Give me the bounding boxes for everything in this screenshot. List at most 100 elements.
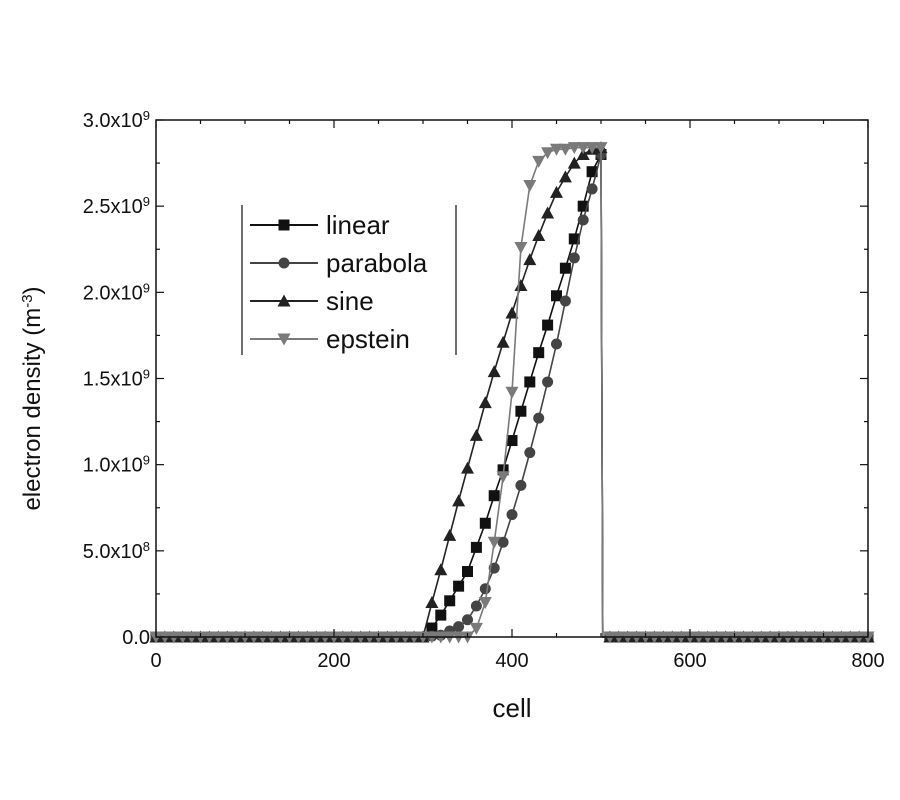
y-tick-label: 5.0x108 [83, 538, 150, 563]
x-tick-label: 800 [851, 650, 884, 672]
data-point-parabola [462, 614, 473, 626]
data-point-sine [461, 461, 474, 474]
ticks-layer: 0 200 400 600 800 0.0 5.0x108 1.0x109 1.5x109 2.0… [83, 108, 885, 673]
data-point-linear [524, 376, 536, 388]
data-point-linear [577, 200, 589, 212]
data-point-linear [462, 566, 473, 578]
data-point-sine [532, 228, 546, 241]
data-point-linear [470, 541, 482, 553]
data-point-sine [469, 428, 483, 441]
legend-label: sine [326, 286, 374, 316]
data-point-linear [542, 319, 554, 331]
legend-item-linear: linear [250, 210, 390, 240]
series-line-parabola [156, 154, 868, 638]
data-point-sine [425, 596, 439, 609]
data-point-epstein [496, 471, 510, 484]
data-point-parabola [568, 252, 580, 264]
legend: linear parabola sine epstein [241, 205, 457, 355]
data-point-sine [523, 253, 537, 266]
data-point-epstein [532, 155, 546, 168]
data-point-parabola [470, 600, 482, 612]
data-point-parabola [497, 536, 509, 548]
data-point-epstein [523, 179, 537, 192]
data-point-linear [444, 595, 456, 607]
data-point-parabola [577, 214, 589, 226]
data-point-parabola [479, 583, 491, 595]
x-tick-label: 200 [317, 650, 350, 672]
data-point-sine [558, 170, 572, 183]
x-tick-label: 400 [495, 650, 528, 672]
data-point-parabola [524, 447, 536, 459]
data-point-linear [586, 166, 598, 178]
legend-marker [278, 219, 290, 231]
data-point-linear [435, 609, 447, 621]
legend-item-epstein: epstein [250, 324, 410, 354]
x-tick-label: 0 [150, 650, 161, 672]
data-point-sine [434, 563, 448, 576]
data-point-sine [443, 528, 457, 541]
legend-marker [277, 333, 291, 346]
data-point-sine [496, 335, 510, 348]
data-point-linear [515, 405, 527, 417]
data-point-sine [478, 396, 492, 409]
y-tick-label: 1.0x109 [83, 452, 150, 477]
legend-label: parabola [326, 248, 428, 278]
data-point-epstein [576, 142, 590, 155]
y-tick-label: 2.5x109 [83, 194, 150, 219]
legend-marker [277, 294, 291, 307]
data-point-epstein [594, 142, 608, 155]
legend-item-parabola: parabola [250, 248, 428, 278]
y-tick-label: 0.0 [122, 627, 150, 649]
plot-frame [155, 119, 869, 638]
series-epstein [149, 142, 875, 644]
data-point-parabola [515, 479, 527, 491]
data-point-linear [559, 262, 571, 274]
data-point-linear [426, 622, 438, 634]
data-point-linear [479, 517, 491, 529]
series-sine [149, 141, 875, 643]
legend-label: linear [326, 210, 390, 240]
y-axis-label: electron density (m-3) [19, 286, 47, 510]
data-point-epstein [541, 147, 555, 160]
data-point-sine [487, 365, 501, 378]
legend-marker [278, 257, 290, 269]
data-point-sine [514, 278, 528, 291]
data-point-epstein [558, 143, 572, 156]
x-axis-label: cell [492, 693, 531, 723]
data-point-linear [568, 233, 580, 245]
data-point-linear [533, 347, 545, 359]
y-tick-label: 1.5x109 [83, 366, 150, 391]
data-point-parabola [453, 621, 465, 633]
data-point-parabola [586, 183, 598, 195]
legend-item-sine: sine [250, 286, 374, 316]
data-point-epstein [505, 386, 519, 399]
y-tick-label: 2.0x109 [83, 280, 150, 305]
data-point-linear [488, 490, 500, 502]
data-point-linear [506, 435, 518, 447]
data-point-epstein [514, 242, 528, 255]
data-point-epstein [567, 142, 581, 155]
data-point-linear [453, 580, 465, 592]
data-point-sine [505, 306, 519, 319]
data-point-sine [550, 185, 563, 198]
data-point-epstein [550, 143, 563, 156]
y-tick-label: 3.0x109 [83, 108, 150, 133]
data-point-epstein [469, 622, 483, 635]
data-point-epstein [585, 142, 599, 155]
y-axis-label-main: electron density (m [19, 308, 46, 511]
plot-layer [149, 141, 875, 644]
data-point-parabola [551, 338, 562, 350]
data-point-parabola [533, 412, 545, 424]
y-axis-label-sup: -3 [19, 294, 36, 307]
y-axis-label-close: ) [19, 286, 46, 294]
data-point-epstein [478, 597, 492, 610]
data-point-parabola [506, 509, 518, 521]
data-point-parabola [542, 376, 554, 388]
data-point-linear [551, 290, 562, 302]
data-point-sine [452, 494, 466, 507]
data-point-sine [567, 156, 581, 169]
data-point-parabola [559, 295, 571, 307]
legend-label: epstein [326, 324, 410, 354]
data-point-sine [541, 206, 555, 219]
